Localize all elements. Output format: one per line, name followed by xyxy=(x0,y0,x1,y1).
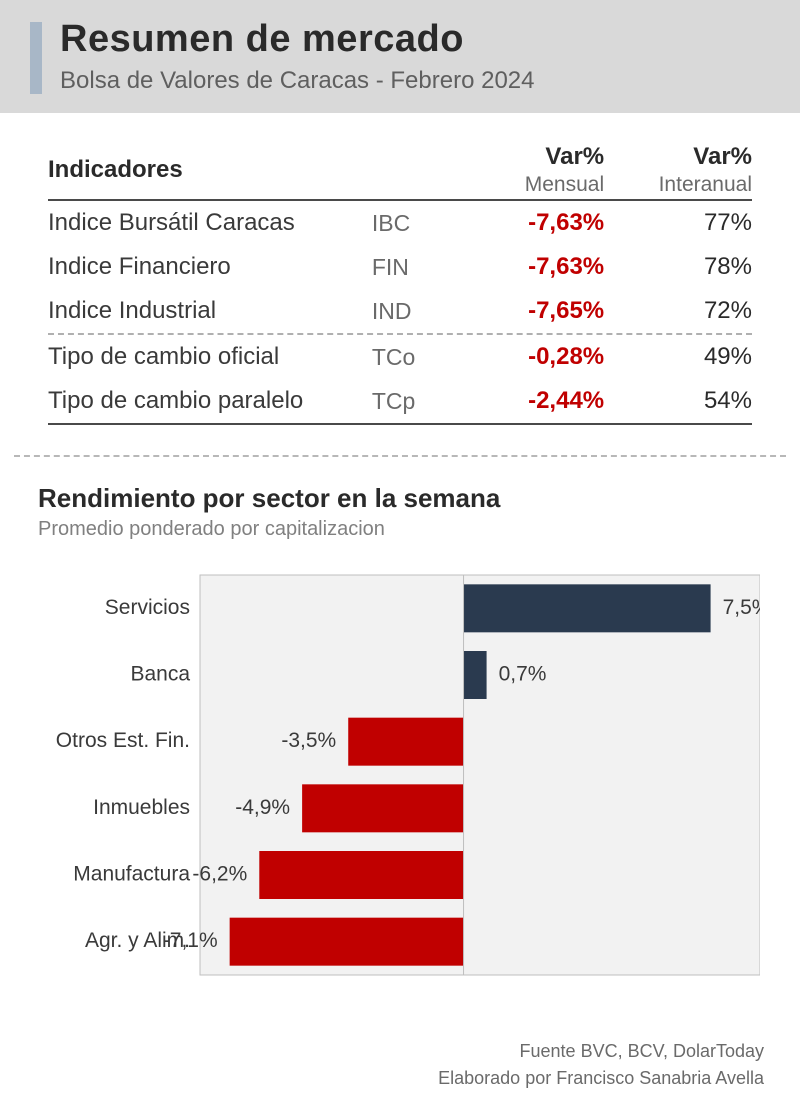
var-mensual: -2,44% xyxy=(456,379,604,423)
sector-bar-chart: Servicios 7,5% Banca 0,7% Otros Est. Fin. -3,… xyxy=(40,565,760,985)
chart-category-label: Otros Est. Fin. xyxy=(56,729,190,752)
chart-bar xyxy=(464,651,487,699)
chart-bar xyxy=(348,718,463,766)
indicator-code: TCp xyxy=(372,379,456,423)
var-mensual: -7,65% xyxy=(456,289,604,333)
header: Resumen de mercado Bolsa de Valores de C… xyxy=(0,0,800,113)
indicator-name: Indice Bursátil Caracas xyxy=(48,201,372,245)
indicator-name: Indice Financiero xyxy=(48,245,372,289)
col-var-interanual: Var% Interanual xyxy=(604,143,752,199)
indicator-code: IBC xyxy=(372,201,456,245)
chart-bar xyxy=(230,918,464,966)
col-var-mensual-label: Var% xyxy=(545,143,604,170)
var-mensual: -0,28% xyxy=(456,335,604,379)
chart-bar xyxy=(464,584,711,632)
var-mensual: -7,63% xyxy=(456,201,604,245)
col-indicadores-label: Indicadores xyxy=(48,156,183,183)
chart-value-label: -3,5% xyxy=(281,729,336,752)
var-interanual: 72% xyxy=(604,289,752,333)
chart-value-label: 7,5% xyxy=(723,596,760,619)
footer-author: Elaborado por Francisco Sanabria Avella xyxy=(438,1065,764,1092)
indicators-table: Indicadores Var% Mensual Var% Interanual… xyxy=(48,143,752,425)
chart-value-label: 0,7% xyxy=(499,663,547,686)
sector-chart-section: Rendimiento por sector en la semana Prom… xyxy=(0,457,800,985)
table-row: Indice Bursátil CaracasIBC-7,63%77% xyxy=(48,201,752,245)
chart-plot-area xyxy=(200,575,760,975)
chart-bar xyxy=(259,851,463,899)
col-var-interanual-label: Var% xyxy=(693,143,752,170)
var-interanual: 78% xyxy=(604,245,752,289)
table-row: Indice IndustrialIND-7,65%72% xyxy=(48,289,752,333)
indicator-name: Tipo de cambio oficial xyxy=(48,335,372,379)
col-code xyxy=(372,143,456,199)
table-row: Indice FinancieroFIN-7,63%78% xyxy=(48,245,752,289)
col-var-interanual-sub: Interanual xyxy=(604,173,752,197)
indicator-code: FIN xyxy=(372,245,456,289)
page-subtitle: Bolsa de Valores de Caracas - Febrero 20… xyxy=(60,67,534,95)
page-title: Resumen de mercado xyxy=(60,18,534,61)
chart-category-label: Inmuebles xyxy=(93,796,190,819)
chart-category-label: Servicios xyxy=(105,596,190,619)
footer: Fuente BVC, BCV, DolarToday Elaborado po… xyxy=(438,1038,764,1092)
chart-title: Rendimiento por sector en la semana xyxy=(38,483,762,514)
var-mensual: -7,63% xyxy=(456,245,604,289)
var-interanual: 77% xyxy=(604,201,752,245)
chart-value-label: -6,2% xyxy=(192,863,247,886)
sector-chart-svg: Servicios 7,5% Banca 0,7% Otros Est. Fin. -3,… xyxy=(40,565,760,985)
var-interanual: 54% xyxy=(604,379,752,423)
col-indicadores: Indicadores xyxy=(48,143,372,199)
indicator-code: IND xyxy=(372,289,456,333)
chart-bar xyxy=(302,784,463,832)
table-row: Tipo de cambio paraleloTCp-2,44%54% xyxy=(48,379,752,423)
indicator-name: Tipo de cambio paralelo xyxy=(48,379,372,423)
chart-subtitle: Promedio ponderado por capitalizacion xyxy=(38,518,762,541)
indicator-name: Indice Industrial xyxy=(48,289,372,333)
chart-value-label: -7,1% xyxy=(163,929,218,952)
col-var-mensual: Var% Mensual xyxy=(456,143,604,199)
footer-source: Fuente BVC, BCV, DolarToday xyxy=(438,1038,764,1065)
chart-category-label: Manufactura xyxy=(73,863,190,886)
table-header-row: Indicadores Var% Mensual Var% Interanual xyxy=(48,143,752,199)
var-interanual: 49% xyxy=(604,335,752,379)
chart-category-label: Banca xyxy=(130,663,190,686)
accent-bar xyxy=(30,22,42,94)
indicators-table-wrap: Indicadores Var% Mensual Var% Interanual… xyxy=(0,113,800,455)
col-var-mensual-sub: Mensual xyxy=(456,173,604,197)
indicators-tbody: Indice Bursátil CaracasIBC-7,63%77%Indic… xyxy=(48,199,752,425)
chart-value-label: -4,9% xyxy=(235,796,290,819)
table-row: Tipo de cambio oficialTCo-0,28%49% xyxy=(48,335,752,379)
header-text: Resumen de mercado Bolsa de Valores de C… xyxy=(60,18,534,95)
market-summary-card: Resumen de mercado Bolsa de Valores de C… xyxy=(0,0,800,1106)
indicator-code: TCo xyxy=(372,335,456,379)
